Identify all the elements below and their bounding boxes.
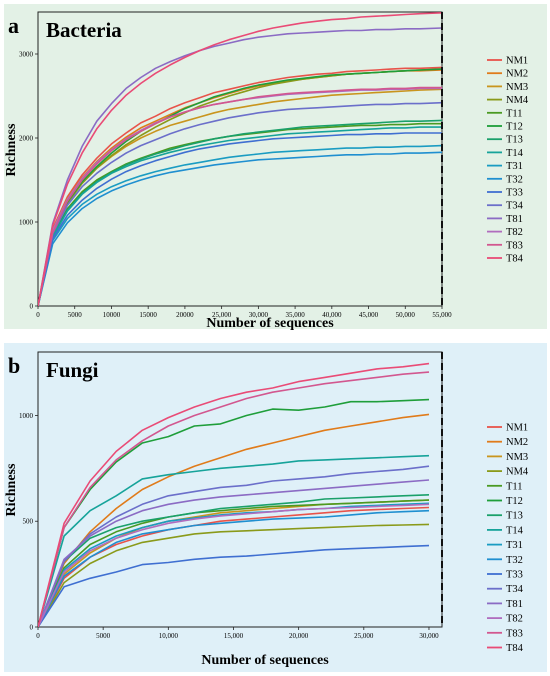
y-tick-label: 500: [23, 518, 34, 526]
panel-b: 0 5000 10,000 15,000 20,000 25,000 30,000 0 500 1…: [4, 343, 547, 672]
series-line-NM1: [38, 66, 442, 306]
series-line-T81: [38, 479, 430, 627]
series-line-T33: [38, 132, 442, 306]
y-axis-title: Richness: [4, 123, 19, 176]
panel-a: 0 5000 10000 15000 20000 25,000 30,000 35,000 40…: [4, 4, 547, 331]
legend-label-T34: T34: [506, 201, 524, 212]
legend-label-T83: T83: [506, 240, 523, 251]
legend-label-NM1: NM1: [506, 423, 528, 434]
legend-label-NM2: NM2: [506, 437, 528, 448]
legend-label-NM3: NM3: [506, 82, 528, 93]
series-line-T83: [38, 86, 442, 306]
legend-label-NM4: NM4: [506, 95, 529, 106]
y-axis-title: Richness: [4, 463, 19, 516]
panel-b-legend: NM1 NM2 NM3 NM4 T11 T12 T13 T14 T31 T32 T33 T34 T81 T…: [487, 423, 529, 654]
legend-label-T14: T14: [506, 525, 524, 536]
series-line-T31: [38, 144, 442, 306]
panel-letter: a: [8, 13, 19, 38]
series-line-T32: [38, 151, 442, 306]
legend-label-NM1: NM1: [506, 56, 528, 67]
legend-label-T32: T32: [506, 555, 523, 566]
x-tick-label: 20,000: [289, 632, 309, 640]
x-tick-label: 15000: [139, 311, 157, 319]
series-line-T13: [38, 494, 430, 627]
legend-label-NM4: NM4: [506, 467, 529, 478]
x-tick-label: 0: [36, 632, 40, 640]
x-tick-label: 10000: [103, 311, 121, 319]
series-line-T14: [38, 126, 442, 306]
series-line-T12: [38, 68, 442, 306]
legend-label-T32: T32: [506, 174, 523, 185]
series-line-NM2: [38, 413, 430, 627]
legend-label-T14: T14: [506, 148, 524, 159]
series-line-T32: [38, 509, 430, 627]
panel-a-background: [4, 4, 547, 329]
legend-label-T81: T81: [506, 214, 523, 225]
y-tick-label: 0: [30, 303, 34, 311]
x-tick-label: 30,000: [419, 632, 439, 640]
x-tick-label: 20000: [176, 311, 194, 319]
x-tick-label: 15,000: [224, 632, 244, 640]
legend-label-T82: T82: [506, 227, 523, 238]
x-tick-label: 55,000: [432, 311, 452, 319]
x-tick-label: 25,000: [212, 311, 232, 319]
legend-label-T13: T13: [506, 511, 523, 522]
legend-label-T11: T11: [506, 108, 523, 119]
x-tick-label: 50,000: [396, 311, 416, 319]
x-tick-label: 30,000: [249, 311, 269, 319]
x-tick-label: 5000: [96, 632, 111, 640]
x-axis-title: Number of sequences: [201, 653, 329, 668]
y-tick-label: 0: [30, 624, 34, 632]
series-line-NM4: [38, 523, 430, 627]
legend-label-T11: T11: [506, 481, 523, 492]
series-line-T84: [38, 12, 442, 306]
legend-label-T84: T84: [506, 254, 524, 265]
legend-label-T31: T31: [506, 161, 523, 172]
legend-label-T83: T83: [506, 628, 523, 639]
y-tick-label: 1000: [19, 412, 34, 420]
legend-label-T13: T13: [506, 135, 523, 146]
series-line-T81: [38, 27, 442, 306]
panel-title: Bacteria: [46, 18, 122, 42]
y-tick-label: 3000: [19, 51, 34, 59]
series-line-T84: [38, 362, 430, 627]
series-line-T83: [38, 371, 430, 627]
series-line-T34: [38, 101, 442, 306]
series-line-T82: [38, 503, 430, 627]
legend-label-T84: T84: [506, 643, 524, 654]
series-line-T12: [38, 398, 430, 627]
legend-label-T12: T12: [506, 122, 523, 133]
legend-label-NM3: NM3: [506, 452, 528, 463]
series-line-NM1: [38, 506, 430, 627]
panel-letter: b: [8, 353, 20, 378]
x-tick-label: 25,000: [354, 632, 374, 640]
legend-label-T82: T82: [506, 614, 523, 625]
legend-label-NM2: NM2: [506, 69, 528, 80]
legend-label-T33: T33: [506, 188, 523, 199]
legend-label-T81: T81: [506, 599, 523, 610]
legend-label-T33: T33: [506, 570, 523, 581]
panel-title: Fungi: [46, 358, 99, 382]
series-line-T14: [38, 454, 430, 627]
x-tick-label: 35,000: [285, 311, 305, 319]
legend-label-T12: T12: [506, 496, 523, 507]
legend-label-T34: T34: [506, 584, 524, 595]
series-line-T31: [38, 502, 430, 627]
y-tick-label: 2000: [19, 135, 34, 143]
x-tick-label: 0: [36, 311, 40, 319]
series-line-T33: [38, 544, 430, 627]
x-tick-label: 10,000: [159, 632, 179, 640]
x-tick-label: 40,000: [322, 311, 342, 319]
panel-a-legend: NM1 NM2 NM3 NM4 T11 T12 T13 T14 T31 T32 T33 T34 T81 T…: [487, 56, 529, 265]
series-line-T34: [38, 465, 430, 627]
y-tick-label: 1000: [19, 219, 34, 227]
x-tick-label: 45,000: [359, 311, 379, 319]
legend-label-T31: T31: [506, 540, 523, 551]
x-axis-title: Number of sequences: [206, 316, 334, 331]
series-line-T11: [38, 499, 430, 627]
x-tick-label: 5000: [68, 311, 83, 319]
